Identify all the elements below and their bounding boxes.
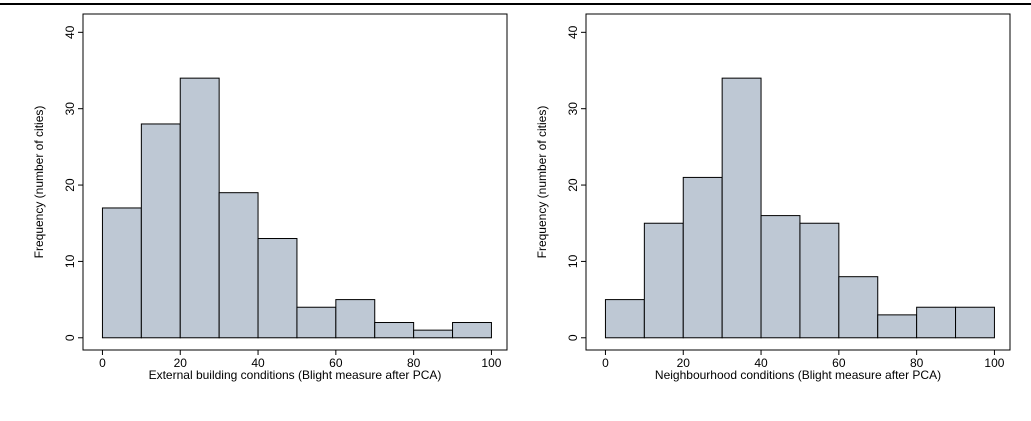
bar — [955, 306, 995, 339]
bar — [916, 306, 957, 339]
x-tick-label: 60 — [832, 356, 846, 370]
bar — [799, 222, 840, 339]
y-tick-label: 30 — [63, 102, 77, 116]
y-tick-label: 20 — [566, 178, 580, 192]
bar — [452, 322, 492, 339]
bar — [838, 276, 879, 339]
y-axis-label: Frequency (number of cities) — [32, 106, 46, 259]
y-tick-label: 40 — [566, 25, 580, 39]
x-axis-label: Neighbourhood conditions (Blight measure… — [655, 368, 941, 382]
y-tick-label: 0 — [566, 334, 580, 341]
x-tick-label: 0 — [99, 356, 106, 370]
plot-frame — [585, 13, 1011, 351]
x-tick-label: 80 — [910, 356, 924, 370]
bar — [257, 238, 298, 339]
x-tick-label: 80 — [407, 356, 421, 370]
bar — [179, 77, 220, 339]
y-tick-label: 10 — [63, 254, 77, 268]
x-tick-label: 100 — [984, 356, 1004, 370]
bar — [721, 77, 762, 339]
bar — [140, 123, 181, 339]
x-tick-label: 60 — [329, 356, 343, 370]
y-tick-label: 10 — [566, 254, 580, 268]
y-tick-label: 30 — [566, 102, 580, 116]
bar — [335, 299, 376, 339]
y-tick-label: 20 — [63, 178, 77, 192]
x-tick-label: 100 — [481, 356, 501, 370]
bar — [413, 329, 454, 339]
bar — [760, 215, 801, 339]
bar — [218, 192, 259, 339]
bar — [877, 314, 918, 339]
bar — [682, 176, 723, 339]
y-tick-label: 40 — [63, 25, 77, 39]
x-axis-label: External building conditions (Blight mea… — [149, 368, 442, 382]
plot-frame — [82, 13, 508, 351]
bar — [101, 207, 142, 339]
x-tick-label: 20 — [174, 356, 188, 370]
x-tick-label: 40 — [251, 356, 265, 370]
bar — [604, 299, 645, 339]
bar — [643, 222, 684, 339]
bar — [296, 306, 337, 339]
bar — [374, 322, 415, 339]
x-tick-label: 40 — [754, 356, 768, 370]
x-tick-label: 0 — [602, 356, 609, 370]
y-axis-label: Frequency (number of cities) — [535, 106, 549, 259]
y-tick-label: 0 — [63, 334, 77, 341]
x-tick-label: 20 — [677, 356, 691, 370]
